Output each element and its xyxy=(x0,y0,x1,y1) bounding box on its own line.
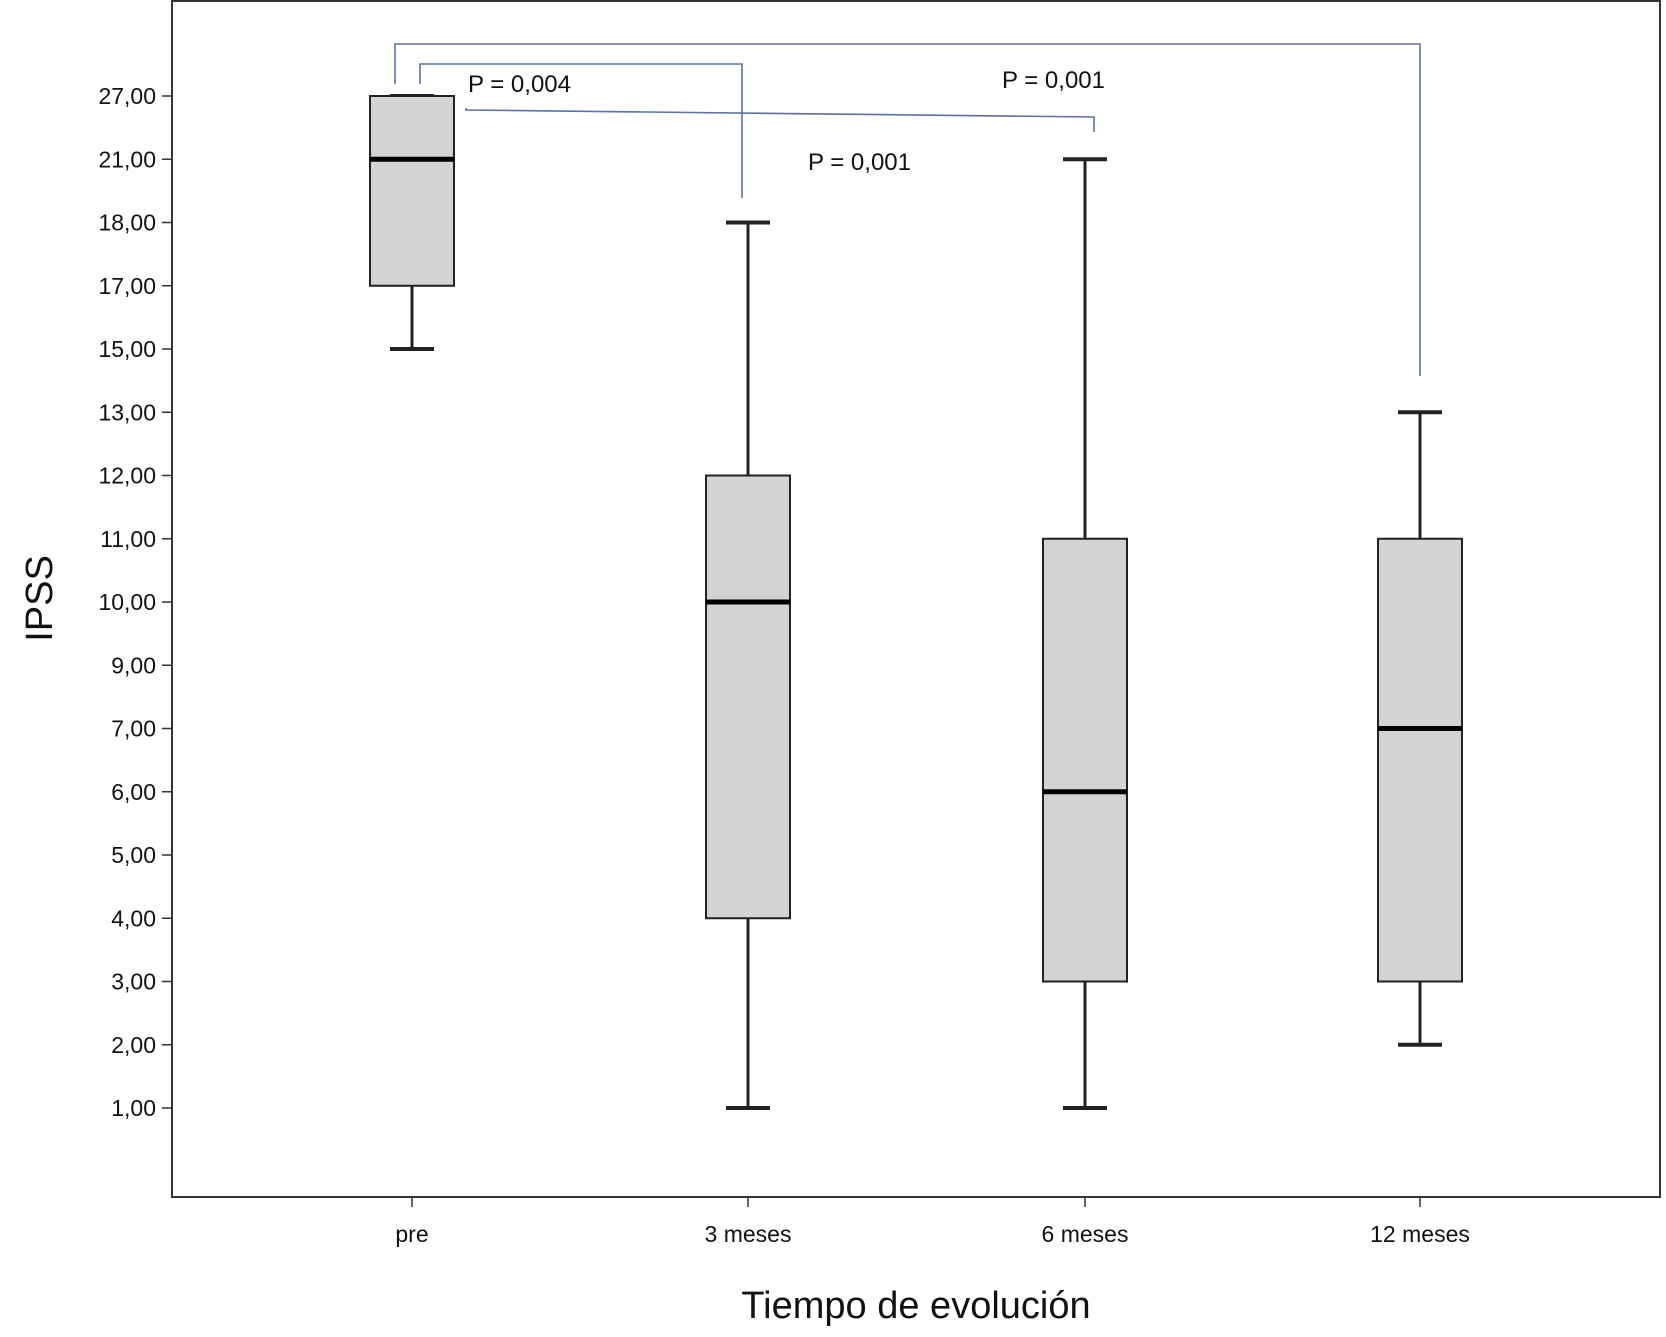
y-tick-label: 6,00 xyxy=(111,779,156,805)
box-12-meses xyxy=(1377,410,1463,1047)
x-tick-label: pre xyxy=(395,1221,428,1247)
bracket-pre-3-meses xyxy=(419,63,743,198)
y-tick-label: 12,00 xyxy=(98,463,156,489)
y-axis-title: IPSS xyxy=(19,555,61,642)
box-3-meses xyxy=(705,220,791,1110)
y-tick-label: 21,00 xyxy=(98,146,156,172)
y-tick-label: 4,00 xyxy=(111,905,156,931)
iqr-box xyxy=(705,474,791,920)
iqr-box xyxy=(1377,537,1463,983)
y-tick-label: 9,00 xyxy=(111,652,156,678)
box-pre xyxy=(369,94,455,351)
p-value-label: P = 0,001 xyxy=(1002,67,1105,94)
p-value-labels: P = 0,004 P = 0,001 P = 0,001 xyxy=(468,67,1105,176)
y-tick-label: 13,00 xyxy=(98,399,156,425)
y-tick-label: 15,00 xyxy=(98,336,156,362)
y-tick-label: 1,00 xyxy=(111,1095,156,1121)
iqr-box xyxy=(1042,537,1128,983)
x-axis: pre 3 meses 6 meses 12 meses xyxy=(395,1197,1470,1247)
x-axis-title: Tiempo de evolución xyxy=(741,1285,1090,1327)
y-tick-label: 17,00 xyxy=(98,273,156,299)
y-tick-label: 7,00 xyxy=(111,716,156,742)
iqr-box xyxy=(369,95,455,287)
y-tick-label: 11,00 xyxy=(100,526,156,552)
p-value-label: P = 0,004 xyxy=(468,71,571,98)
bracket-pre-12-meses xyxy=(394,43,1421,376)
x-tick-label: 3 meses xyxy=(705,1221,792,1247)
bracket-pre-6-meses xyxy=(465,108,1095,132)
x-tick-label: 12 meses xyxy=(1370,1221,1470,1247)
y-tick-label: 3,00 xyxy=(111,969,156,995)
p-value-label: P = 0,001 xyxy=(808,149,911,176)
plot-frame xyxy=(171,0,1661,1198)
y-axis: 1,00 2,00 3,00 4,00 5,00 6,00 7,00 9,00 10,00 11,… xyxy=(98,83,172,1121)
y-tick-label: 5,00 xyxy=(111,842,156,868)
x-tick-label: 6 meses xyxy=(1042,1221,1129,1247)
significance-brackets xyxy=(394,43,1421,376)
y-tick-label: 10,00 xyxy=(98,589,156,615)
y-tick-label: 2,00 xyxy=(111,1032,156,1058)
y-tick-label: 18,00 xyxy=(98,210,156,236)
box-6-meses xyxy=(1042,157,1128,1110)
boxes-layer xyxy=(369,94,1463,1110)
y-tick-label: 27,00 xyxy=(98,83,156,109)
